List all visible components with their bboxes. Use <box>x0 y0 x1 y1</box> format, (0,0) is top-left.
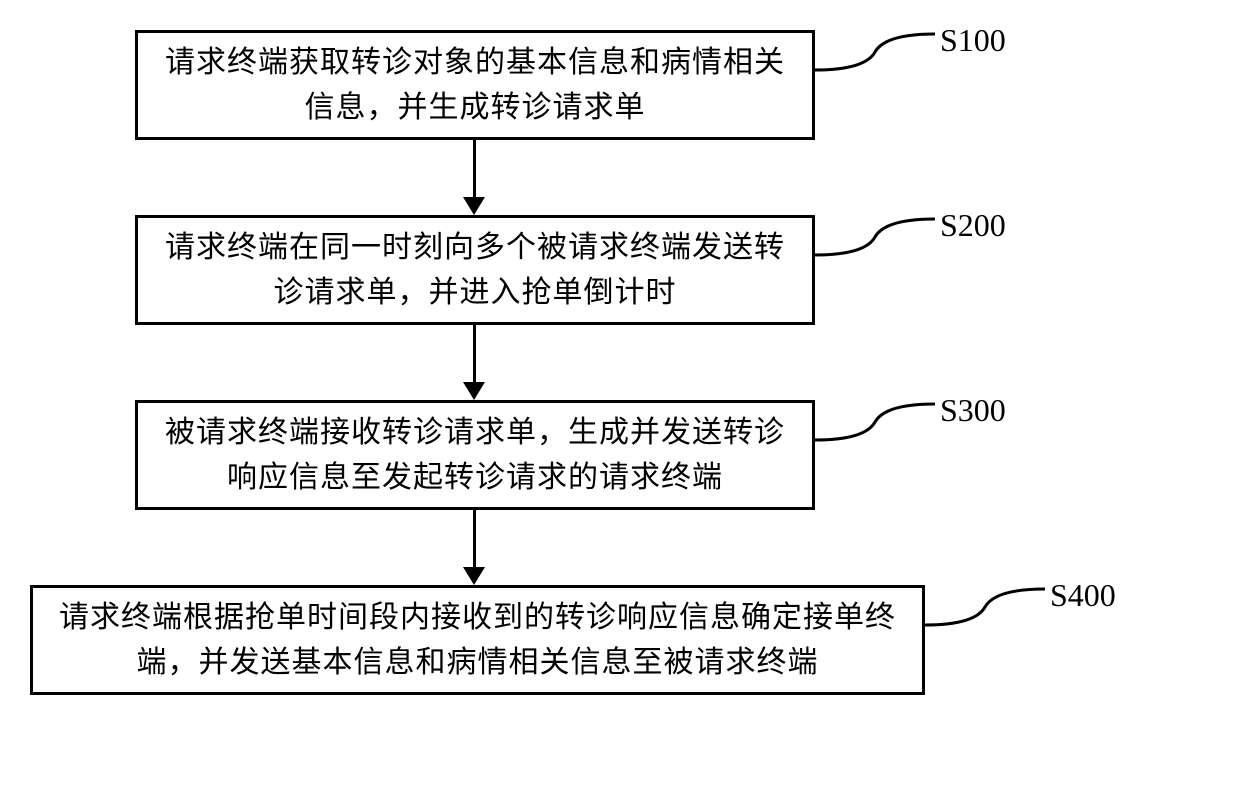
flowchart-node-s100: 请求终端获取转诊对象的基本信息和病情相关信息，并生成转诊请求单 <box>135 30 815 140</box>
step-label-s200: S200 <box>940 207 1006 244</box>
label-connector-s200 <box>815 217 935 267</box>
arrow-s300-s400 <box>463 567 485 585</box>
flowchart-node-s200: 请求终端在同一时刻向多个被请求终端发送转诊请求单，并进入抢单倒计时 <box>135 215 815 325</box>
node-text-s400: 请求终端根据抢单时间段内接收到的转诊响应信息确定接单终端，并发送基本信息和病情相… <box>53 595 902 685</box>
flowchart-node-s300: 被请求终端接收转诊请求单，生成并发送转诊响应信息至发起转诊请求的请求终端 <box>135 400 815 510</box>
node-text-s200: 请求终端在同一时刻向多个被请求终端发送转诊请求单，并进入抢单倒计时 <box>158 225 792 315</box>
arrow-s100-s200 <box>463 197 485 215</box>
label-connector-s400 <box>925 587 1045 637</box>
connector-s100-s200 <box>473 140 476 198</box>
node-text-s300: 被请求终端接收转诊请求单，生成并发送转诊响应信息至发起转诊请求的请求终端 <box>158 410 792 500</box>
arrow-s200-s300 <box>463 382 485 400</box>
label-connector-s300 <box>815 402 935 452</box>
connector-s300-s400 <box>473 510 476 568</box>
flowchart-node-s400: 请求终端根据抢单时间段内接收到的转诊响应信息确定接单终端，并发送基本信息和病情相… <box>30 585 925 695</box>
step-label-s100: S100 <box>940 22 1006 59</box>
connector-s200-s300 <box>473 325 476 383</box>
step-label-s300: S300 <box>940 392 1006 429</box>
label-connector-s100 <box>815 32 935 82</box>
flowchart-container: 请求终端获取转诊对象的基本信息和病情相关信息，并生成转诊请求单 S100 请求终… <box>0 0 1240 792</box>
step-label-s400: S400 <box>1050 577 1116 614</box>
node-text-s100: 请求终端获取转诊对象的基本信息和病情相关信息，并生成转诊请求单 <box>158 40 792 130</box>
